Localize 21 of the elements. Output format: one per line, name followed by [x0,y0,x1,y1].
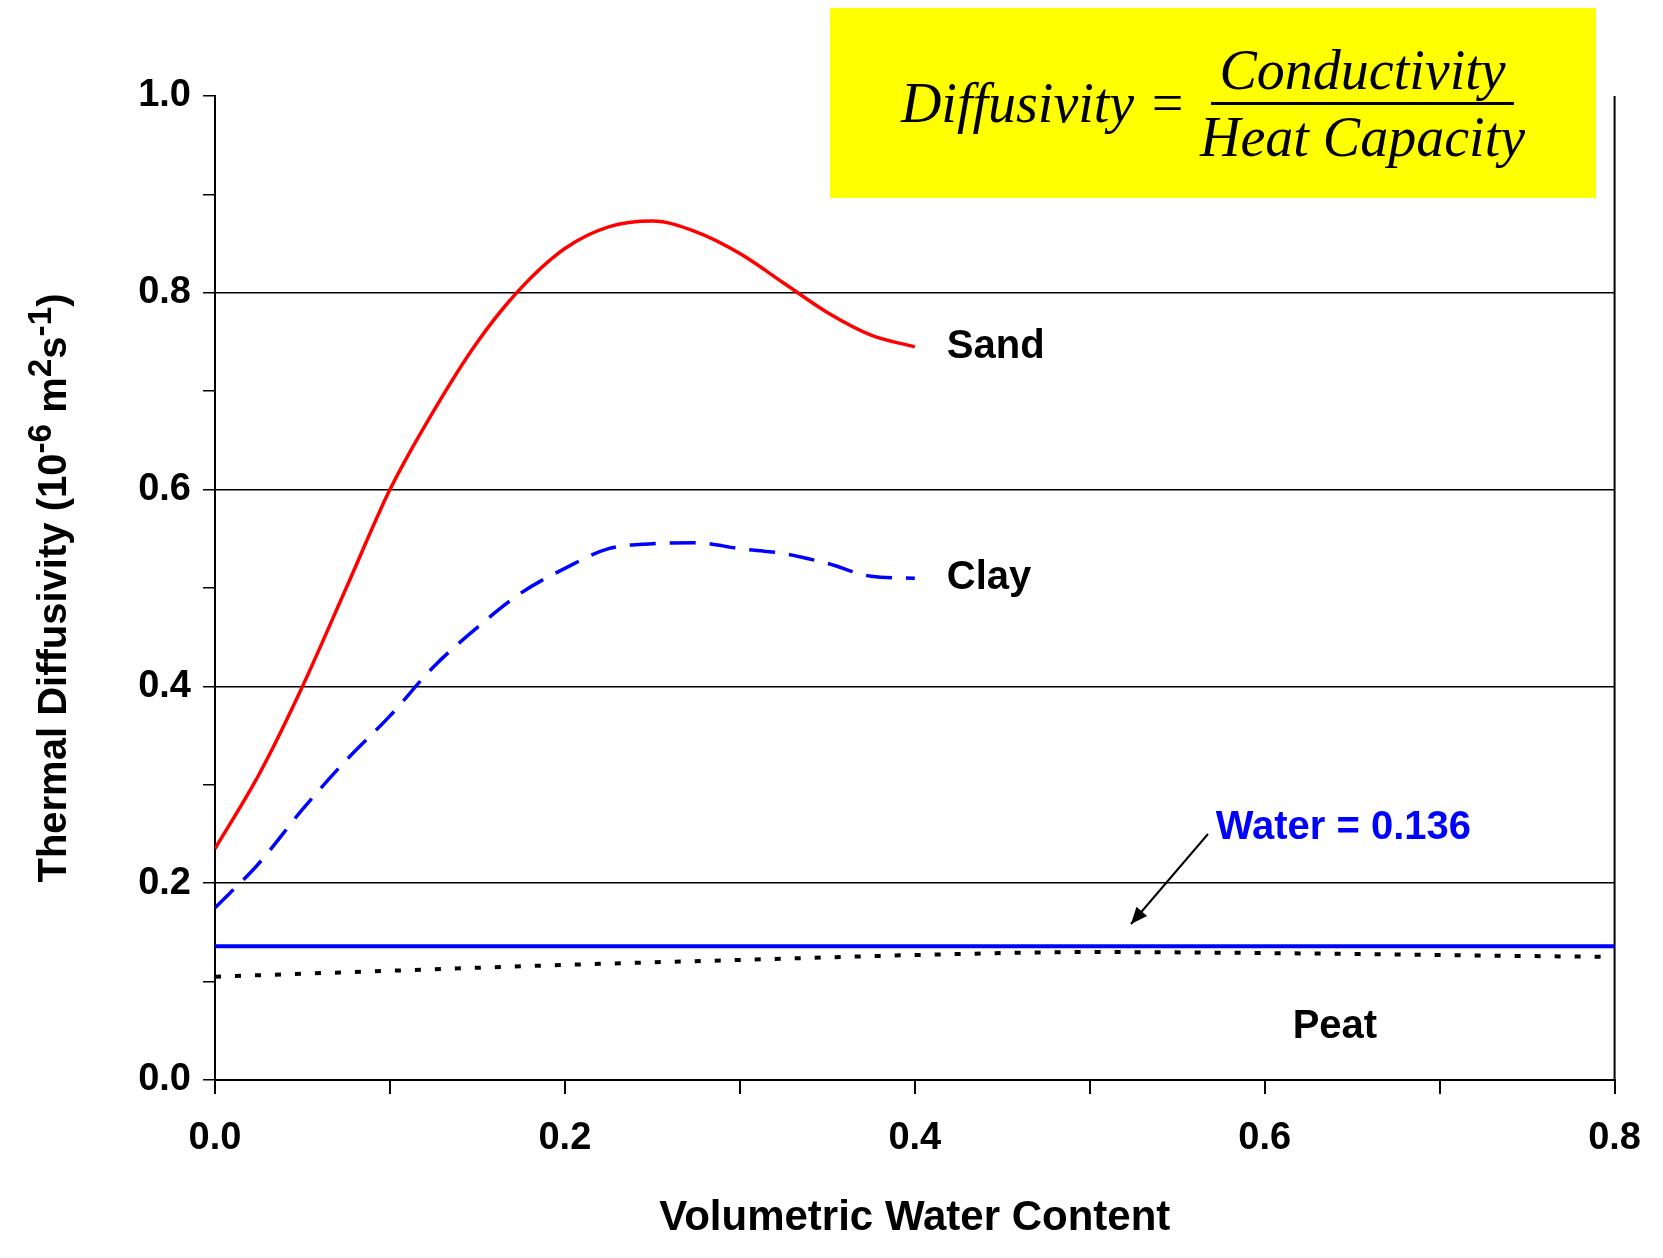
ref-line-label: Water = 0.136 [1215,803,1472,848]
y-tick-label: 0.2 [138,859,191,902]
x-tick-label: 0.4 [888,1115,942,1158]
annotation: Conductivity [1211,37,1514,105]
y-tick-label: 0.6 [138,466,191,509]
x-axis-title: Volumetric Water Content [659,1192,1171,1240]
series-label: Peat [1292,1002,1378,1047]
x-tick-label: 0.6 [1238,1115,1292,1158]
x-tick-label: 0.8 [1588,1115,1641,1158]
y-tick-label: 0.0 [138,1056,191,1099]
series-label: Clay [946,553,1033,598]
x-tick-label: 0.0 [188,1115,242,1158]
y-tick-label: 0.4 [138,662,191,705]
annotation: Diffusivity = [900,71,1187,135]
line-series [215,219,917,851]
annotation: Heat Capacity [1200,104,1526,169]
series-label: Sand [946,321,1045,366]
line-series [215,540,917,910]
x-tick-label: 0.2 [538,1115,592,1158]
y-tick-label: 0.8 [138,269,191,312]
y-tick-label: 1.0 [138,72,191,115]
